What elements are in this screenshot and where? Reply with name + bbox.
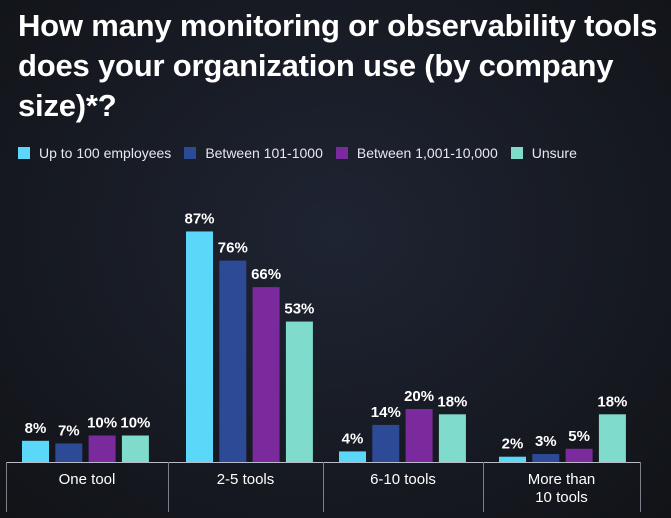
bar xyxy=(285,321,313,462)
legend-item-1001-10000: Between 1,001-10,000 xyxy=(335,145,498,161)
bar xyxy=(372,424,400,462)
value-label: 10% xyxy=(120,415,150,432)
bar xyxy=(339,451,366,462)
legend-label: Unsure xyxy=(531,145,577,161)
bar xyxy=(532,454,560,462)
value-label: 8% xyxy=(25,420,47,437)
legend-label: Between 1,001-10,000 xyxy=(356,145,498,161)
legend-swatch xyxy=(510,147,523,159)
bar xyxy=(88,435,116,462)
bar xyxy=(405,409,433,462)
value-label: 53% xyxy=(284,301,314,318)
bar xyxy=(186,231,213,462)
chart-title: How many monitoring or observability too… xyxy=(18,8,658,123)
bar xyxy=(252,287,280,462)
value-label: 76% xyxy=(218,240,248,257)
category-label: 6-10 tools xyxy=(370,471,436,488)
legend-swatch xyxy=(184,147,197,159)
value-label: 18% xyxy=(437,393,467,410)
legend-swatch xyxy=(335,147,348,159)
value-label: 7% xyxy=(58,422,80,439)
category-label: 2-5 tools xyxy=(217,471,275,488)
bar xyxy=(598,414,626,462)
legend-item-unsure: Unsure xyxy=(510,145,577,161)
legend-label: Between 101-1000 xyxy=(205,145,323,161)
bar xyxy=(121,435,149,462)
bar xyxy=(565,448,593,462)
value-label: 2% xyxy=(502,436,524,453)
legend-label: Up to 100 employees xyxy=(39,145,172,161)
legend-item-101-1000: Between 101-1000 xyxy=(184,145,323,161)
value-label: 14% xyxy=(371,404,401,421)
category-label: One tool xyxy=(59,471,116,488)
bar xyxy=(22,440,49,462)
legend: Up to 100 employees Between 101-1000 Bet… xyxy=(18,142,590,164)
legend-swatch xyxy=(18,147,30,159)
legend-item-up-to-100: Up to 100 employees xyxy=(18,145,171,161)
value-label: 5% xyxy=(568,428,590,445)
bar xyxy=(438,414,466,462)
bar xyxy=(499,456,526,462)
value-label: 3% xyxy=(535,433,557,450)
value-label: 4% xyxy=(342,430,364,447)
value-label: 18% xyxy=(597,393,627,410)
value-label: 66% xyxy=(251,266,281,283)
bar xyxy=(219,260,247,462)
value-label: 10% xyxy=(87,415,117,432)
bar xyxy=(55,443,83,462)
value-label: 20% xyxy=(404,388,434,405)
value-label: 87% xyxy=(184,210,214,227)
category-label: More than 10 tools xyxy=(528,471,596,506)
